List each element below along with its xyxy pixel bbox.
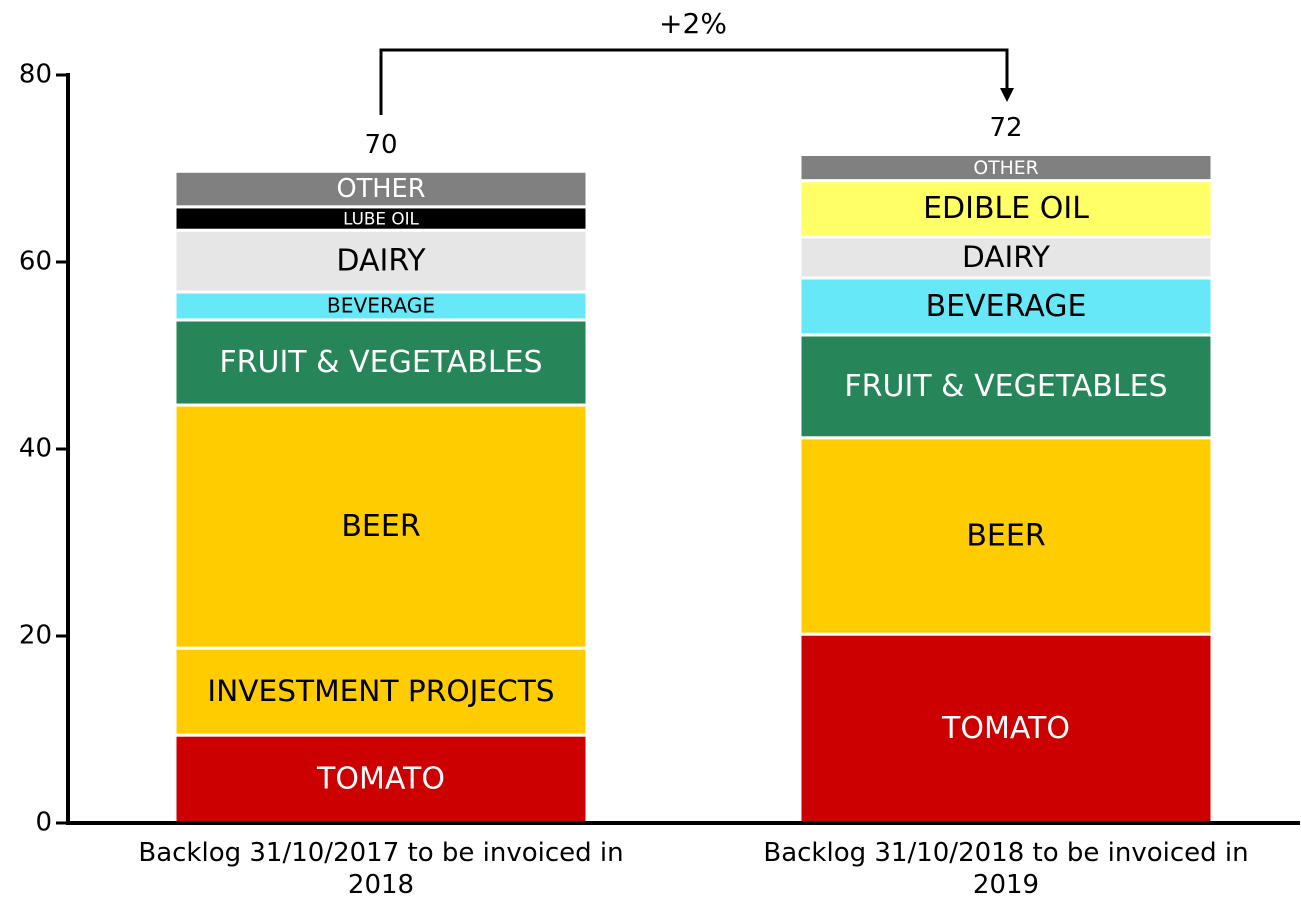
y-tick-label: 40 <box>19 434 52 464</box>
y-tick-label: 80 <box>19 60 52 90</box>
segment-label: BEVERAGE <box>926 289 1087 324</box>
segment-label: INVESTMENT PROJECTS <box>207 674 554 708</box>
total-label: 72 <box>989 113 1022 143</box>
segment-label: OTHER <box>337 174 426 204</box>
change-annotation: +2% <box>659 7 727 40</box>
segment-label: FRUIT & VEGETABLES <box>219 345 542 380</box>
segment-label: TOMATO <box>941 711 1070 746</box>
segment-label: DAIRY <box>336 244 426 279</box>
bar-segment <box>798 276 1214 337</box>
bar-segment <box>173 169 589 209</box>
bar-segment <box>798 333 1214 440</box>
segment-label: BEER <box>966 518 1045 553</box>
change-arrow <box>379 48 1009 115</box>
bar-segment <box>798 436 1214 636</box>
y-tick-label: 60 <box>19 247 52 277</box>
total-label: 70 <box>364 130 397 160</box>
x-tick-label: Backlog 31/10/2017 to be invoiced in 2018 <box>138 838 623 900</box>
x-tick-label: Backlog 31/10/2018 to be invoiced in 2019 <box>763 838 1248 900</box>
x-tick-label-line: Backlog 31/10/2018 to be invoiced in <box>763 838 1248 868</box>
bar-segment <box>798 235 1214 280</box>
bar-segment <box>798 152 1214 183</box>
y-tick-label: 20 <box>19 621 52 651</box>
bar-segment <box>173 733 589 825</box>
segment-label: OTHER <box>973 158 1038 179</box>
segment-label: DAIRY <box>962 240 1051 274</box>
segment-label: TOMATO <box>316 762 445 797</box>
bar-segment <box>173 646 589 737</box>
segment-label: EDIBLE OIL <box>923 191 1089 226</box>
x-tick-label-line: 2018 <box>348 870 414 900</box>
segment-label: FRUIT & VEGETABLES <box>844 369 1167 404</box>
x-tick-label-line: Backlog 31/10/2017 to be invoiced in <box>138 838 623 868</box>
segment-label: LUBE OIL <box>343 209 419 229</box>
bar-segment <box>798 179 1214 239</box>
x-tick-label-line: 2019 <box>973 870 1039 900</box>
y-tick-label: 0 <box>35 808 52 838</box>
arrow-head <box>1000 88 1014 102</box>
segment-label: BEER <box>341 509 420 544</box>
segment-label: BEVERAGE <box>327 293 435 317</box>
bar-segment <box>798 632 1214 825</box>
